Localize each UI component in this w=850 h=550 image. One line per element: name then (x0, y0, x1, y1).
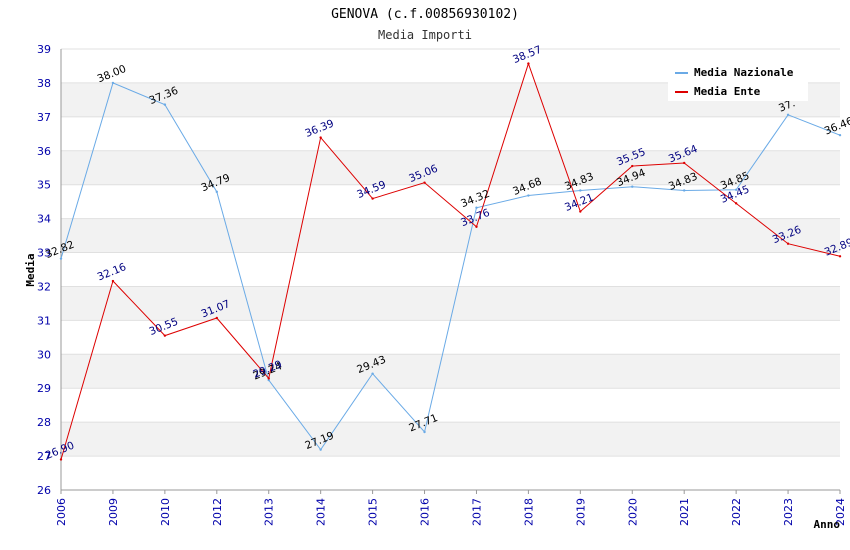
y-tick-label: 37 (37, 111, 51, 124)
y-tick-label: 39 (37, 43, 51, 56)
data-point (631, 185, 634, 188)
y-tick-label: 35 (37, 179, 51, 192)
data-label: 32.82 (44, 239, 76, 261)
x-tick-label: 2021 (678, 498, 691, 526)
y-tick-label: 32 (37, 280, 51, 293)
data-point (163, 334, 167, 337)
series-line-0 (60, 82, 841, 451)
x-tick-label: 2023 (782, 498, 795, 526)
x-tick-label: 2010 (159, 498, 172, 526)
y-tick-label: 31 (37, 314, 51, 327)
data-label: 32.16 (96, 261, 129, 284)
grid-bands (61, 82, 840, 457)
y-tick-label: 33 (37, 247, 51, 260)
data-label: 38.00 (96, 63, 128, 85)
data-point (579, 189, 582, 192)
data-point (423, 181, 426, 184)
grid-band (61, 354, 840, 389)
data-label: 26.90 (44, 439, 76, 461)
legend-box (668, 61, 808, 101)
data-point (215, 316, 218, 320)
data-point (527, 194, 530, 197)
axes (60, 49, 840, 491)
x-tick-label: 2024 (834, 498, 847, 526)
y-axis-title: Media (24, 253, 37, 286)
legend: Media Nazionale Media Ente (668, 61, 808, 101)
series-line-1 (60, 62, 841, 460)
legend-label: Media Ente (694, 85, 761, 98)
x-tick-label: 2013 (263, 498, 276, 526)
data-point (215, 190, 218, 194)
data-point (423, 430, 426, 434)
data-point (111, 81, 115, 85)
series-lines (59, 62, 842, 461)
y-tick-label: 36 (37, 145, 51, 158)
x-tick-label: 2022 (730, 498, 743, 526)
grid-band (61, 150, 840, 185)
data-point (786, 113, 790, 117)
data-point (838, 133, 842, 137)
data-point (59, 257, 63, 260)
data-point (267, 378, 270, 382)
chart-subtitle: Media Importi (378, 28, 472, 42)
data-point (527, 62, 530, 65)
data-label: 37. (777, 97, 797, 114)
legend-label: Media Nazionale (694, 66, 794, 79)
data-point (683, 189, 686, 192)
data-point (475, 206, 478, 209)
y-tick-labels: 26 27 28 29 30 31 32 33 34 35 36 37 38 39 (37, 43, 51, 497)
grid-band (61, 286, 840, 321)
data-point (267, 377, 270, 380)
data-label: 36.39 (303, 118, 335, 140)
y-tick-label: 28 (37, 416, 51, 429)
data-point (111, 279, 115, 283)
data-point (631, 164, 634, 168)
x-tick-label: 2017 (470, 498, 483, 526)
y-tick-label: 26 (37, 484, 51, 497)
data-point (475, 225, 478, 228)
x-tick-label: 2019 (574, 498, 587, 526)
grid-lines (61, 48, 840, 491)
data-point (786, 242, 790, 245)
x-tick-labels: 2006 2009 2010 2012 2013 2014 2015 2016 2017 2018… (55, 490, 847, 526)
data-point (319, 136, 322, 139)
data-point (371, 197, 374, 200)
data-point (683, 161, 686, 165)
x-tick-label: 2009 (107, 498, 120, 526)
x-tick-label: 2012 (211, 498, 224, 526)
x-tick-label: 2014 (315, 498, 328, 526)
y-tick-label: 27 (37, 450, 51, 463)
x-tick-label: 2016 (419, 498, 432, 526)
grid-band (61, 218, 840, 253)
x-tick-label: 2018 (522, 498, 535, 526)
data-point (371, 372, 374, 375)
data-point (163, 103, 167, 106)
data-label: 38.57 (511, 44, 543, 66)
data-point (734, 188, 738, 191)
y-tick-label: 34 (37, 213, 51, 226)
data-label: 34.21 (563, 192, 595, 214)
x-axis-title: Anno (814, 518, 841, 531)
data-point (734, 202, 738, 205)
y-tick-label: 29 (37, 382, 51, 395)
data-point (579, 210, 582, 213)
x-tick-label: 2006 (55, 498, 68, 526)
x-tick-label: 2015 (367, 498, 380, 526)
y-tick-label: 38 (37, 77, 51, 90)
x-tick-label: 2020 (626, 498, 639, 526)
y-tick-label: 30 (37, 348, 51, 361)
data-point (59, 458, 63, 461)
chart-title: GENOVA (c.f.00856930102) (331, 7, 519, 22)
data-point (319, 448, 322, 451)
grid-band (61, 422, 840, 457)
data-point (838, 255, 842, 258)
